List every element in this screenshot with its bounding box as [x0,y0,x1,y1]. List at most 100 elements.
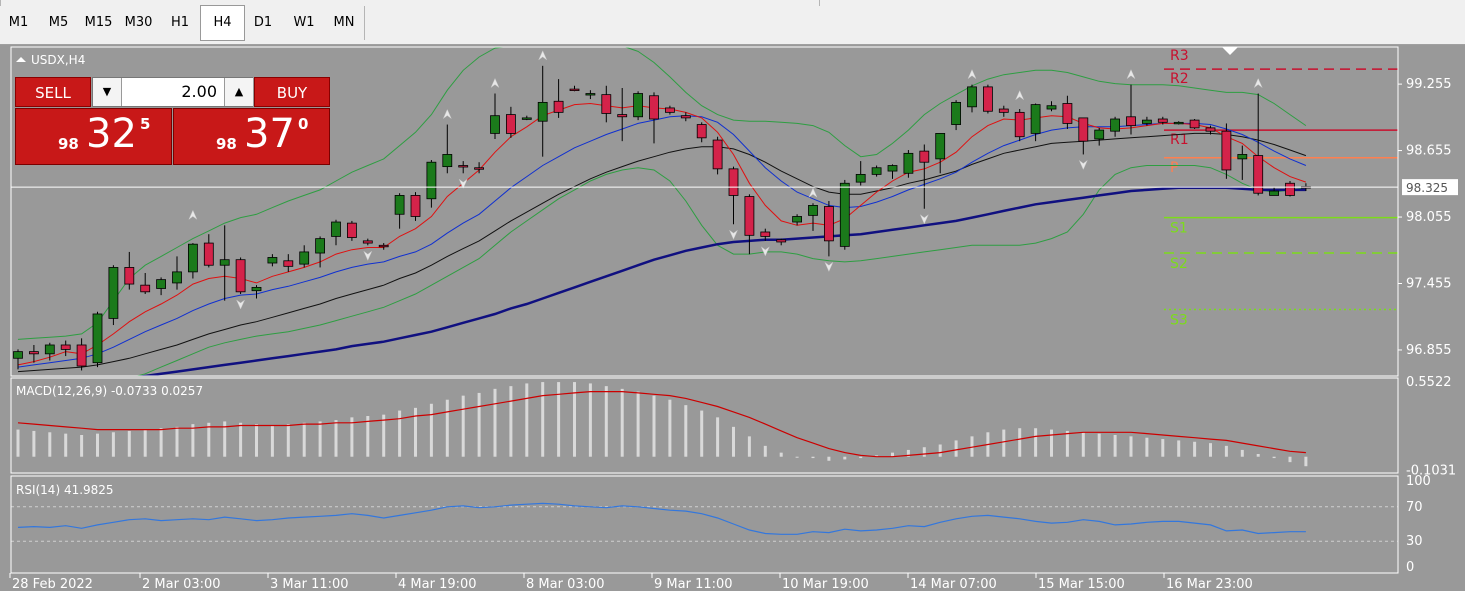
candle-body [1110,118,1120,132]
candle-body [776,239,787,243]
pivot-label-p: P [1170,160,1178,176]
fractal-up-icon [490,77,500,89]
macd-histogram-bar [541,382,545,457]
macd-histogram-bar [159,428,163,457]
ma-fast-line [17,102,1307,366]
candle-body [792,216,802,223]
candle-body [537,101,548,122]
macd-histogram-bar [891,452,894,457]
fractal-down-icon [824,261,834,272]
candle-body [1285,182,1295,196]
candle-body [601,94,612,114]
macd-histogram-bar [668,399,672,457]
rsi-tick-label: 0 [1406,560,1414,575]
time-tick-label: 16 Mar 23:00 [1166,577,1253,591]
pivot-label-r2: R2 [1170,71,1189,87]
candle-body [680,115,691,119]
buy-button[interactable]: BUY [254,77,330,107]
macd-histogram-bar [843,456,847,460]
one-click-trading-panel: SELL ▼ 2.00 ▲ BUY 98 32 5 98 37 0 [15,77,330,165]
macd-histogram-bar [620,388,624,457]
buy-price-box[interactable]: 98 37 0 [173,108,330,165]
price-tick-label: 99.255 [1406,77,1452,92]
bollinger-upper-line [17,47,1307,340]
candle-body [1221,130,1232,171]
lot-size-field[interactable]: ▼ 2.00 ▲ [92,77,253,107]
rsi-tick-label: 100 [1406,474,1431,489]
time-tick-label: 3 Mar 11:00 [270,577,349,591]
rsi-line [17,502,1306,535]
macd-histogram-bar [1177,440,1181,457]
fractal-down-icon [728,229,739,240]
timeframe-button-m30[interactable]: M30 [124,15,153,30]
candle-body [1046,105,1057,110]
candle-body [903,152,914,174]
candle-body [760,231,771,237]
candle-body [490,115,500,134]
macd-histogram-bar [382,414,386,457]
macd-histogram-bar [1081,432,1085,457]
candle-body [919,150,930,163]
candle-body [172,271,182,284]
candle-body [187,243,198,273]
lot-size-value[interactable]: 2.00 [181,82,217,101]
candle-body [1189,119,1200,129]
fractal-up-icon [538,50,548,61]
macd-histogram-bar [64,433,68,457]
macd-histogram-bar [1193,441,1197,457]
fractal-down-icon [458,178,468,189]
macd-histogram-bar [175,426,179,457]
macd-signal-line [17,391,1306,458]
macd-histogram-bar [1161,439,1165,457]
candle-body [824,206,834,242]
candle-body [28,351,39,355]
candle-body [712,139,723,170]
sell-price-fraction: 5 [140,115,151,133]
macd-histogram-bar [1209,443,1212,457]
timeframe-button-h4[interactable]: H4 [200,5,245,41]
timeframe-button-m1[interactable]: M1 [8,15,29,30]
candle-body [1030,104,1041,134]
candle-body [633,93,643,118]
candle-body [1157,118,1168,123]
timeframe-button-mn[interactable]: MN [333,15,355,30]
candle-body [887,165,898,172]
time-tick-label: 28 Feb 2022 [12,577,93,591]
pivot-label-r3: R3 [1170,48,1189,64]
candle-body [156,279,167,289]
macd-histogram-bar [270,425,274,457]
macd-histogram-bar [652,395,656,457]
sell-button[interactable]: SELL [15,77,91,107]
timeframe-button-w1[interactable]: W1 [293,15,315,30]
buy-price-big-figure: 98 [216,135,237,153]
buy-price-pips: 37 [244,111,295,157]
timeframe-button-m5[interactable]: M5 [48,15,69,30]
candle-body [1126,116,1136,127]
timeframe-button-d1[interactable]: D1 [253,15,273,30]
candle-body [951,101,961,125]
lot-decrease-icon[interactable]: ▼ [93,78,122,106]
macd-histogram-bar [334,420,338,457]
candle-body [203,242,214,266]
macd-histogram-bar [1002,429,1006,457]
macd-histogram-bar [16,429,20,457]
candle-body [44,344,55,355]
sell-price-box[interactable]: 98 32 5 [15,108,172,165]
candle-body [394,195,405,215]
timeframe-button-h1[interactable]: H1 [170,15,190,30]
macd-histogram-bar [461,395,465,457]
candle-body [108,267,119,319]
timeframe-button-m15[interactable]: M15 [84,15,113,30]
macd-histogram-bar [922,447,926,457]
macd-histogram-bar [477,392,481,457]
price-tick-label: 97.455 [1406,277,1452,292]
macd-histogram-bar [32,430,36,457]
candle-body [728,168,739,196]
macd-histogram-bar [1065,430,1069,457]
macd-histogram-bar [525,383,529,457]
candle-body [346,222,357,238]
lot-increase-icon[interactable]: ▲ [224,78,253,106]
candle-body [855,173,866,183]
macd-histogram-bar [255,424,258,457]
chart-canvas[interactable]: R3 R2 R1 P S1 S2 S3 MACD(12,26,9) -0.0733 0.02… [0,45,1465,591]
